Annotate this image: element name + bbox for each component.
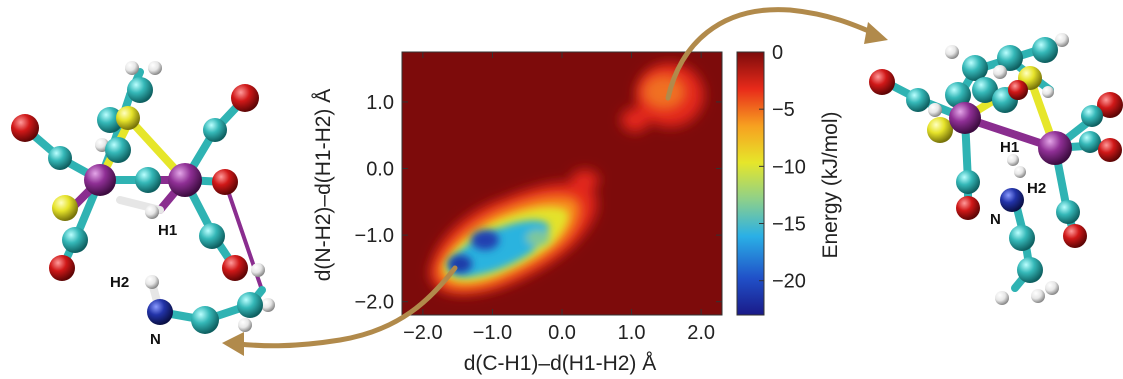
carbon-atom — [1009, 225, 1035, 251]
x-tick-label: −1.0 — [473, 322, 512, 344]
oxygen-atom — [231, 84, 259, 112]
carbon-atom — [956, 170, 980, 194]
hydrogen-atom — [1014, 166, 1026, 178]
hydrogen-atom — [928, 103, 942, 117]
hydrogen-atom — [145, 205, 159, 219]
oxygen-atom — [1098, 138, 1122, 162]
colorbar-tick-label: −5 — [772, 99, 795, 121]
colorbar: 0 −5 −10 −15 −20 Energy (kJ/mol) — [736, 42, 842, 316]
colorbar-tick-label: −10 — [772, 156, 806, 178]
carbon-atom — [105, 137, 131, 163]
x-tick-label: 2.0 — [687, 322, 715, 344]
oxygen-atom — [11, 114, 39, 142]
carbon-atom — [199, 223, 225, 249]
left-label-n: N — [150, 331, 161, 348]
y-tick-label: −1.0 — [355, 225, 394, 247]
oxygen-atom — [49, 255, 75, 281]
x-axis: −2.0 −1.0 0.0 1.0 2.0 — [403, 52, 715, 344]
hydrogen-atom — [1045, 281, 1059, 295]
hydrogen-atom — [1042, 86, 1054, 98]
hydrogen-atom — [993, 65, 1007, 79]
carbon-atom — [135, 167, 161, 193]
colorbar-tick-label: −20 — [772, 271, 806, 293]
hydrogen-atom — [148, 61, 162, 75]
right-label-h1: H1 — [1000, 139, 1019, 156]
sulfur-atom — [927, 117, 953, 143]
carbon-atom — [997, 45, 1023, 71]
hydrogen-atom — [1055, 33, 1069, 47]
colorbar-tick-label: 0 — [772, 42, 783, 64]
carbon-atom — [1032, 37, 1058, 63]
right-molecule: H1 H2 N — [869, 33, 1123, 305]
carbon-atom — [203, 118, 227, 142]
oxygen-atom — [1063, 224, 1087, 248]
carbon-atom — [237, 292, 263, 318]
hydrogen-atom — [1007, 154, 1019, 166]
colorbar-ticks: 0 −5 −10 −15 −20 — [759, 42, 806, 293]
oxygen-atom — [212, 169, 238, 195]
iron-atom — [949, 102, 981, 134]
colorbar-tick-label: −15 — [772, 214, 806, 236]
y-axis: −2.0 −1.0 0.0 1.0 — [355, 92, 722, 314]
carbon-atom — [962, 55, 988, 81]
x-tick-label: −2.0 — [403, 322, 442, 344]
arrow-to-left-structure — [222, 265, 458, 356]
iron-atom — [84, 164, 116, 196]
carbon-atom — [945, 82, 971, 108]
nitrogen-atom — [147, 299, 173, 325]
x-tick-label: 0.0 — [548, 322, 576, 344]
oxygen-atom — [1008, 80, 1028, 100]
nitrogen-atom — [1000, 188, 1024, 212]
arrow-to-right-structure — [665, 7, 888, 101]
oxygen-atom — [1097, 92, 1123, 118]
colorbar-gradient — [736, 51, 765, 316]
x-tick-label: 1.0 — [618, 322, 646, 344]
carbon-atom — [62, 227, 88, 253]
carbon-atom — [48, 146, 72, 170]
carbon-atom — [97, 107, 123, 133]
colorbar-label: Energy (kJ/mol) — [819, 111, 842, 258]
hydrogen-atom — [945, 45, 959, 59]
iron-atom — [1038, 131, 1072, 165]
y-axis-label: d(N-H2)–d(H1-H2) Å — [312, 89, 335, 282]
right-bonds — [881, 44, 1114, 292]
sulfur-atom — [116, 106, 140, 130]
carbon-atom — [1056, 200, 1080, 224]
y-tick-label: 0.0 — [366, 159, 394, 181]
right-label-h2: H2 — [1027, 180, 1046, 197]
iron-atom — [168, 163, 202, 197]
carbon-atom — [972, 77, 998, 103]
basin-cyan-layer — [448, 220, 550, 277]
carbon-atom — [1081, 105, 1103, 127]
hydrogen-atom — [125, 61, 139, 75]
carbon-atom — [1079, 131, 1101, 153]
carbon-atom — [906, 88, 930, 112]
oxygen-atom — [222, 255, 248, 281]
arrowhead-right — [864, 22, 888, 44]
hydrogen-atom — [238, 318, 252, 332]
y-tick-label: −2.0 — [355, 292, 394, 314]
x-axis-label: d(C-H1)–d(H1-H2) Å — [464, 352, 657, 375]
hydrogen-atom — [1031, 289, 1045, 303]
carbon-atom — [1017, 257, 1043, 283]
oxygen-atom — [869, 69, 895, 95]
hydrogen-atom — [261, 298, 275, 312]
oxygen-atom — [956, 196, 980, 220]
right-label-n: N — [990, 211, 1001, 228]
left-label-h2: H2 — [110, 274, 129, 291]
hydrogen-atom — [145, 275, 159, 289]
hydrogen-atom — [995, 291, 1009, 305]
carbon-atom — [127, 77, 153, 103]
hydrogen-atom — [251, 263, 265, 277]
carbon-atom — [191, 306, 219, 334]
left-molecule: H1 H2 N — [11, 61, 275, 348]
sulfur-atom — [52, 195, 78, 221]
energy-surface — [429, 63, 704, 295]
left-label-h1: H1 — [158, 222, 177, 239]
y-tick-label: 1.0 — [366, 92, 394, 114]
arrowhead-left — [222, 332, 244, 356]
